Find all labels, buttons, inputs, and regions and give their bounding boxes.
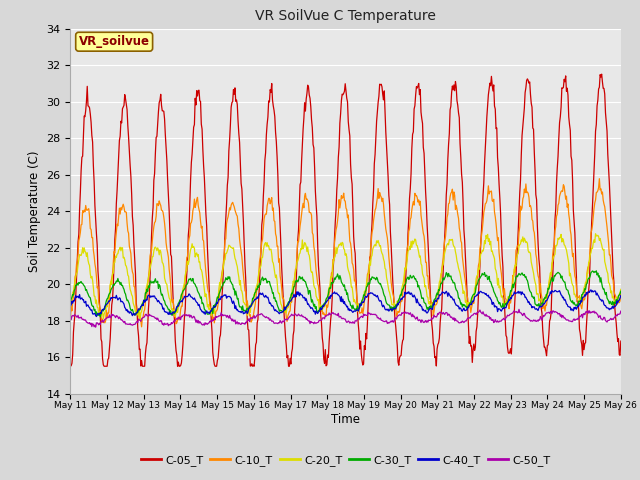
Text: VR_soilvue: VR_soilvue (79, 35, 150, 48)
Legend: C-05_T, C-10_T, C-20_T, C-30_T, C-40_T, C-50_T: C-05_T, C-10_T, C-20_T, C-30_T, C-40_T, … (137, 450, 554, 470)
X-axis label: Time: Time (331, 413, 360, 426)
Title: VR SoilVue C Temperature: VR SoilVue C Temperature (255, 10, 436, 24)
Y-axis label: Soil Temperature (C): Soil Temperature (C) (28, 150, 41, 272)
